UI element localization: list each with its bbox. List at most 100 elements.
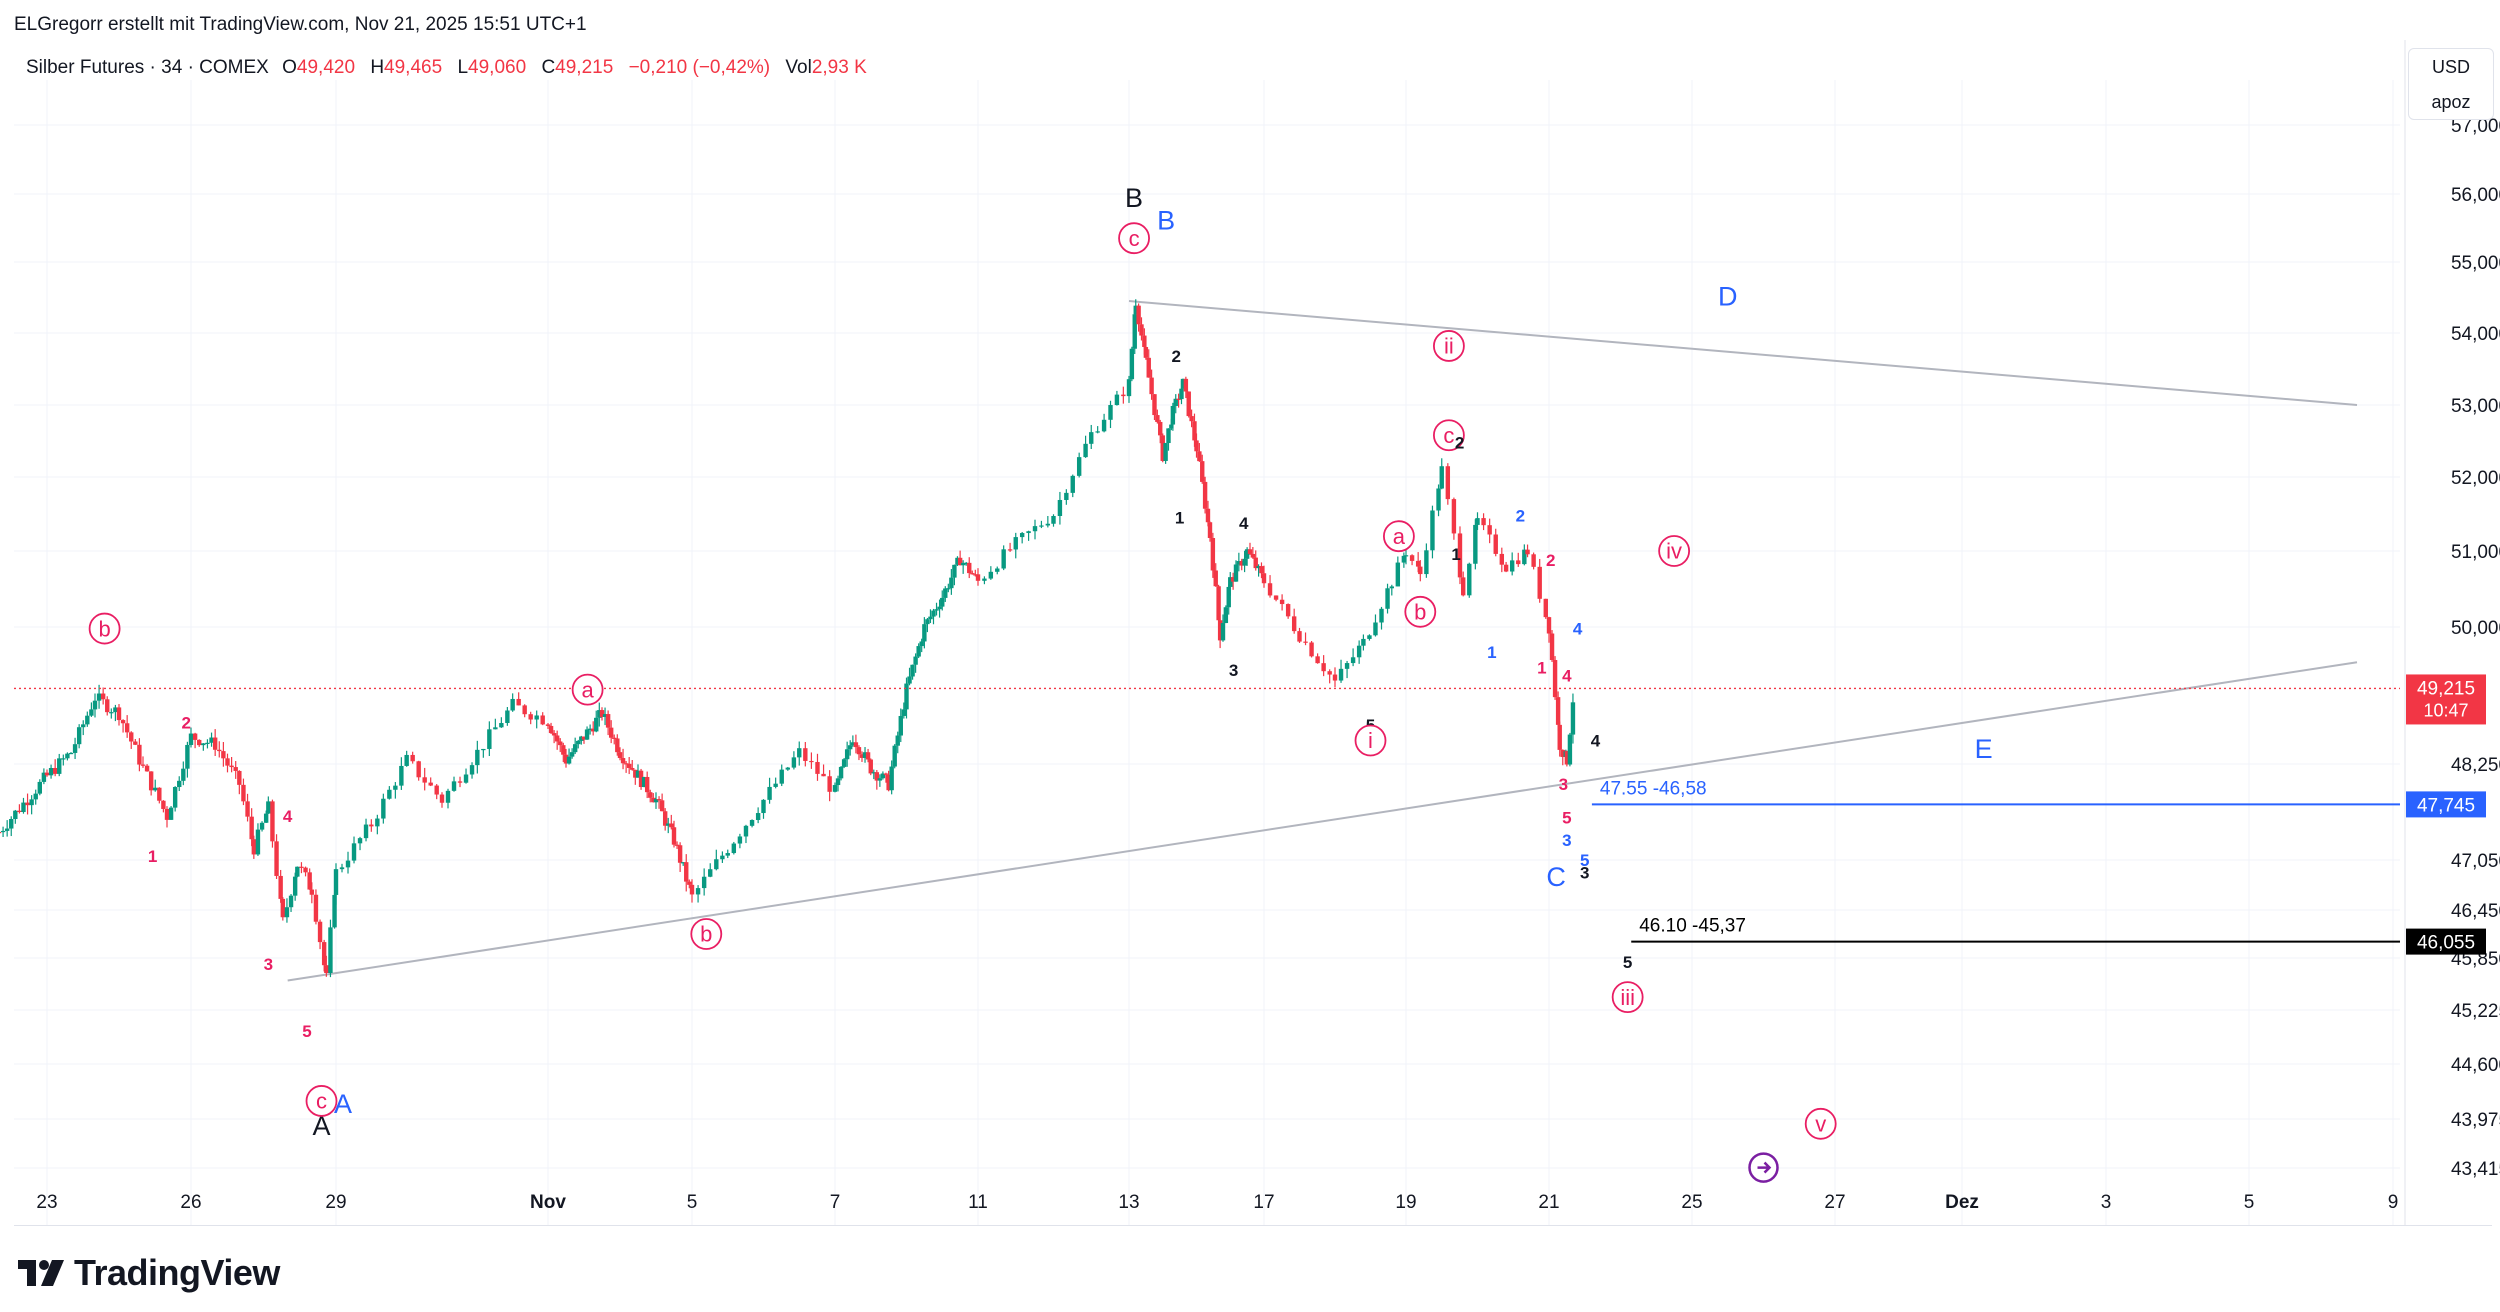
wave-label: 1 xyxy=(1175,509,1184,528)
candle xyxy=(651,793,656,803)
close-value: 49,215 xyxy=(555,57,614,78)
candle xyxy=(886,770,891,792)
candle-body xyxy=(100,693,106,700)
candle-body xyxy=(493,727,498,730)
candle-body xyxy=(865,752,871,760)
candle xyxy=(65,752,70,761)
wave-label-text: a xyxy=(581,677,594,702)
candle-body xyxy=(687,881,692,885)
candle-body xyxy=(1415,560,1421,567)
candle xyxy=(1543,598,1548,619)
wave-label-text: 4 xyxy=(1591,731,1601,750)
candle-body xyxy=(922,624,927,642)
candle-body xyxy=(144,765,150,772)
candle xyxy=(133,739,138,746)
candle xyxy=(1273,595,1279,602)
candle-body xyxy=(1173,398,1178,406)
candle-body xyxy=(566,756,572,764)
candle-body xyxy=(871,772,876,774)
candle-body xyxy=(635,770,641,778)
candle-body xyxy=(1108,405,1113,420)
candle-body xyxy=(241,784,246,802)
candle-body xyxy=(995,568,1000,572)
candle-body xyxy=(1487,525,1492,535)
time-tick-label: Nov xyxy=(530,1192,566,1213)
candle-body xyxy=(1543,598,1548,618)
candle-body xyxy=(850,742,856,746)
candle-body xyxy=(1457,533,1463,578)
candle-body xyxy=(181,768,186,781)
wave-label-text: C xyxy=(1546,862,1566,892)
wave-label-text: A xyxy=(334,1089,352,1119)
wave-label: 2 xyxy=(1172,347,1181,366)
wave-label: B xyxy=(1125,183,1143,213)
candle xyxy=(1160,433,1165,463)
candle-body xyxy=(161,800,166,809)
candle-body xyxy=(65,753,70,759)
currency-unit-selector[interactable]: USD apoz xyxy=(2408,48,2494,120)
candle xyxy=(109,708,114,719)
candle-body xyxy=(889,766,894,791)
candle-body xyxy=(1373,622,1378,636)
candle-body xyxy=(569,752,575,757)
candle-body xyxy=(1189,416,1194,422)
candle xyxy=(641,776,647,788)
candle xyxy=(648,789,653,803)
candle xyxy=(33,789,38,805)
candle xyxy=(1567,732,1573,767)
candle-body xyxy=(0,832,2,834)
time-tick-label: 17 xyxy=(1253,1192,1274,1213)
candle xyxy=(1083,435,1088,458)
candle-body xyxy=(249,816,254,840)
candle xyxy=(439,792,445,808)
scroll-to-realtime-icon[interactable] xyxy=(1748,1152,1779,1183)
candle xyxy=(1291,608,1297,634)
candle-body xyxy=(767,786,772,800)
candle xyxy=(1424,543,1429,578)
candle xyxy=(545,722,551,730)
wave-label: 1 xyxy=(1451,545,1460,564)
candle-body xyxy=(1467,563,1472,596)
wave-label: 3 xyxy=(1229,661,1238,680)
candle xyxy=(0,826,6,837)
candle xyxy=(1315,653,1320,664)
candle-body xyxy=(233,767,238,771)
price-tick-label: 44,600 xyxy=(2451,1055,2500,1076)
candle xyxy=(922,617,927,649)
candle-body xyxy=(1503,564,1509,572)
candle-body xyxy=(481,748,486,751)
time-tick-label: 19 xyxy=(1395,1192,1416,1213)
candle xyxy=(192,732,198,749)
candle xyxy=(1279,594,1285,611)
candle xyxy=(975,568,981,586)
wave-label-circle xyxy=(1433,419,1465,452)
candle-body xyxy=(1461,577,1466,596)
symbol-legend: Silber Futures · 34 · COMEX O49,420 H49,… xyxy=(26,57,877,79)
candle xyxy=(590,721,596,736)
candle xyxy=(185,741,190,778)
wave-label: iv xyxy=(1658,535,1691,567)
candle-body xyxy=(1039,525,1044,527)
candle xyxy=(1158,419,1163,444)
wave-label: 1 xyxy=(148,847,157,866)
candle-body xyxy=(880,773,886,779)
candle-body xyxy=(324,965,329,974)
candle-body xyxy=(439,794,445,803)
candle xyxy=(92,693,98,718)
candle xyxy=(1217,619,1223,649)
candle xyxy=(630,759,635,771)
candle xyxy=(743,824,749,844)
candle xyxy=(579,735,584,745)
candle-body xyxy=(1436,488,1441,511)
candle-body xyxy=(1321,663,1326,672)
trendline xyxy=(1128,300,2358,406)
candle-body xyxy=(797,748,802,758)
candle xyxy=(594,710,599,733)
candle xyxy=(1070,474,1075,498)
candle xyxy=(1309,641,1314,658)
candle-body xyxy=(1129,348,1135,380)
candle xyxy=(445,788,451,809)
candle xyxy=(270,799,275,848)
candle-body xyxy=(883,773,889,775)
